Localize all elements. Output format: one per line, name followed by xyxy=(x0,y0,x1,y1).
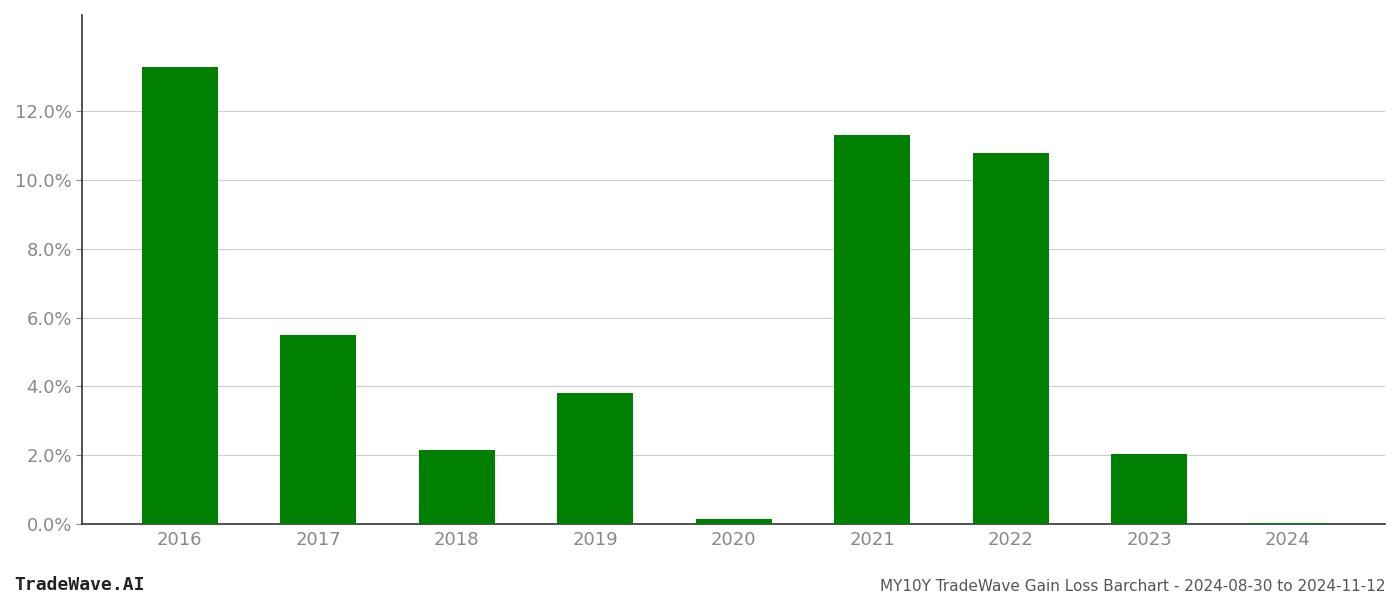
Bar xyxy=(834,136,910,524)
Bar xyxy=(141,67,218,524)
Bar xyxy=(1112,454,1187,524)
Bar xyxy=(280,335,356,524)
Bar xyxy=(1250,523,1326,524)
Bar xyxy=(419,450,494,524)
Text: TradeWave.AI: TradeWave.AI xyxy=(14,576,144,594)
Bar xyxy=(696,519,771,524)
Bar xyxy=(557,394,633,524)
Bar xyxy=(973,152,1049,524)
Text: MY10Y TradeWave Gain Loss Barchart - 2024-08-30 to 2024-11-12: MY10Y TradeWave Gain Loss Barchart - 202… xyxy=(881,579,1386,594)
